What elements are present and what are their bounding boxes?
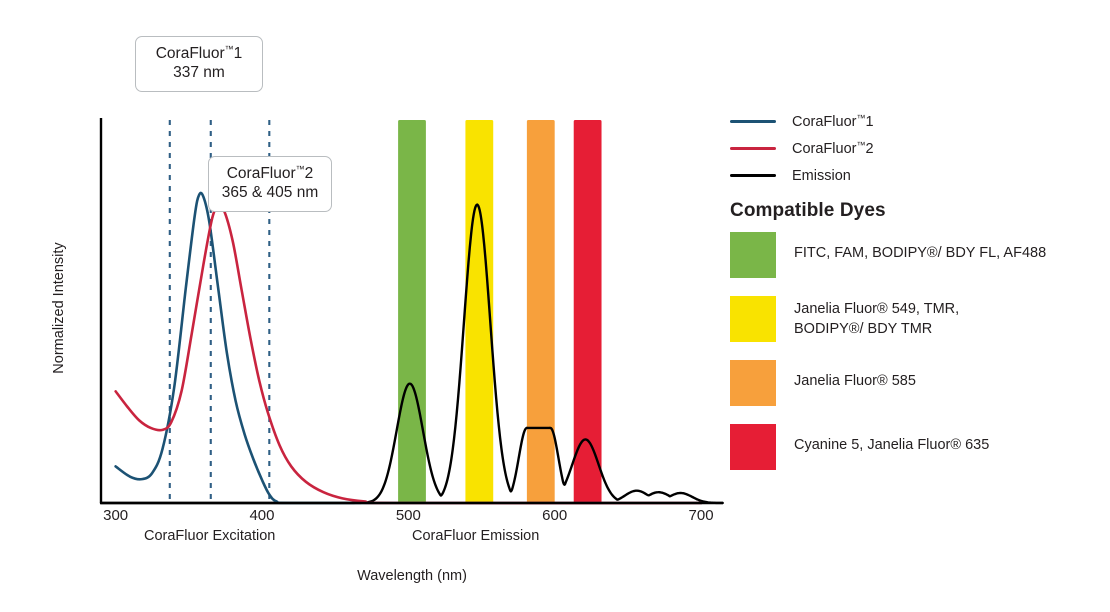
dye-color-swatch [730, 424, 776, 470]
dye-row: Cyanine 5, Janelia Fluor® 635 [730, 424, 1108, 470]
x-tick-label-600: 600 [542, 507, 568, 524]
legend-line-swatch-corafluor2 [730, 147, 776, 150]
dye-label: Janelia Fluor® 549, TMR, BODIPY®/ BDY TM… [794, 301, 960, 337]
legend-item-corafluor2: CoraFluor™2 [730, 135, 1102, 162]
compatible-dyes-heading: Compatible Dyes [730, 200, 886, 221]
legend-line-swatch-corafluor1 [730, 120, 776, 123]
legend-item-emission: Emission [730, 162, 1102, 189]
annotation-corafluor1: CoraFluor™1 337 nm [135, 36, 263, 92]
dye-color-swatch [730, 232, 776, 278]
legend-label-emission: Emission [792, 167, 851, 184]
x-tick-label-700: 700 [688, 507, 714, 524]
green-band [398, 120, 426, 503]
x-axis-group-excitation: CoraFluor Excitation [144, 528, 276, 544]
excitation-curve-corafluor2 [114, 204, 703, 505]
series-legend: CoraFluor™1 CoraFluor™2 Emission [730, 108, 1102, 189]
annotation-corafluor1-line2: 337 nm [173, 63, 225, 81]
dye-label: FITC, FAM, BODIPY®/ BDY FL, AF488 [794, 245, 1047, 261]
orange-band [526, 120, 555, 503]
x-axis-title: Wavelength (nm) [357, 568, 467, 584]
annotation-corafluor2-line1: CoraFluor™2 [226, 164, 314, 182]
compatible-dyes-list: FITC, FAM, BODIPY®/ BDY FL, AF488 Janelia… [730, 232, 1108, 488]
x-axis-group-emission: CoraFluor Emission [412, 528, 540, 544]
legend-item-corafluor1: CoraFluor™1 [730, 108, 1102, 135]
x-tick-label-400: 400 [249, 507, 275, 524]
legend-label-corafluor1: CoraFluor™1 [792, 113, 874, 130]
dye-row: Janelia Fluor® 585 [730, 360, 1108, 406]
dye-row: Janelia Fluor® 549, TMR, BODIPY®/ BDY TM… [730, 296, 1108, 342]
legend-label-corafluor2: CoraFluor™2 [792, 140, 874, 157]
y-axis-title: Normalized Intensity [51, 242, 67, 374]
x-tick-label-300: 300 [103, 507, 129, 524]
red-band [573, 120, 602, 503]
x-tick-label-500: 500 [395, 507, 421, 524]
annotation-corafluor2: CoraFluor™2 365 & 405 nm [208, 156, 332, 212]
dye-label: Cyanine 5, Janelia Fluor® 635 [794, 437, 990, 453]
annotation-corafluor1-line1: CoraFluor™1 [155, 44, 243, 62]
annotation-corafluor2-line2: 365 & 405 nm [221, 183, 319, 201]
dye-color-swatch [730, 296, 776, 342]
dye-row: FITC, FAM, BODIPY®/ BDY FL, AF488 [730, 232, 1108, 278]
dye-label: Janelia Fluor® 585 [794, 373, 916, 389]
dye-color-swatch [730, 360, 776, 406]
legend-line-swatch-emission [730, 174, 776, 177]
